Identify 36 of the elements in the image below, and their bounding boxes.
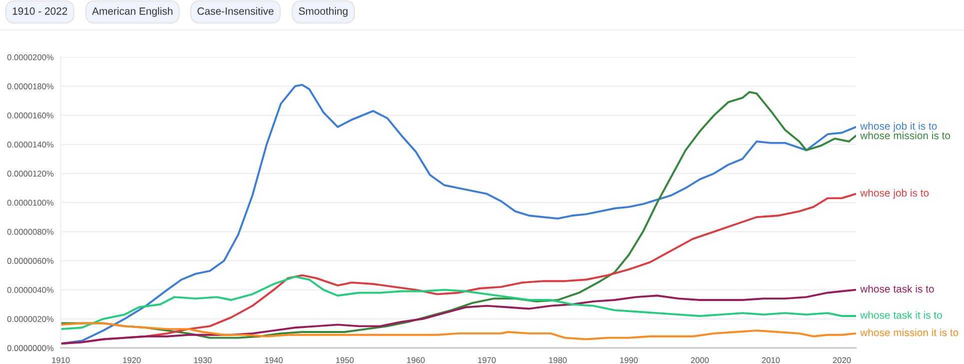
line-series xyxy=(60,288,856,345)
series-label: whose task it is to xyxy=(860,311,942,319)
series-label: whose job is to xyxy=(860,188,929,199)
y-tick-label: 0.0000160% xyxy=(7,112,54,118)
x-tick-label: 1980 xyxy=(549,357,567,364)
x-tick-label: 2000 xyxy=(690,357,709,364)
x-tick-label: 2010 xyxy=(762,357,780,364)
line-series xyxy=(60,276,856,330)
y-tick-label: 0.0000000% xyxy=(7,345,54,352)
y-tick-label: 0.0000200% xyxy=(7,54,54,60)
text: American English xyxy=(92,7,172,17)
x-tick-label: 1950 xyxy=(336,357,354,364)
x-tick-label: 1940 xyxy=(265,357,283,364)
x-tick-label: 2020 xyxy=(832,357,851,364)
text: Smoothing xyxy=(298,7,348,17)
line-series xyxy=(60,322,856,340)
x-tick-label: 1970 xyxy=(478,357,496,364)
text: Case-Insensitive xyxy=(198,7,274,15)
y-tick-label: 0.0000080% xyxy=(7,228,54,235)
x-tick-label: 1920 xyxy=(123,357,141,364)
series-label: whose task is to xyxy=(860,284,934,293)
x-tick-label: 1910 xyxy=(52,357,70,364)
y-tick-label: 0.0000100% xyxy=(7,200,54,206)
series-label: whose mission it is to xyxy=(860,328,958,336)
x-tick-label: 1930 xyxy=(194,357,212,364)
x-tick-label: 1960 xyxy=(407,357,425,364)
series-label: whose mission is to xyxy=(860,132,950,140)
y-tick-label: 0.0000040% xyxy=(7,287,54,293)
series-label: whose job it is to xyxy=(860,122,937,132)
y-tick-label: 0.0000020% xyxy=(7,316,54,322)
y-tick-label: 0.0000140% xyxy=(7,142,54,148)
text: 1910 - 2022 xyxy=(12,7,68,15)
y-tick-label: 0.0000180% xyxy=(7,83,54,90)
x-tick-label: 1990 xyxy=(620,357,638,364)
y-tick-label: 0.0000060% xyxy=(7,258,54,264)
y-tick-label: 0.0000120% xyxy=(7,170,54,177)
